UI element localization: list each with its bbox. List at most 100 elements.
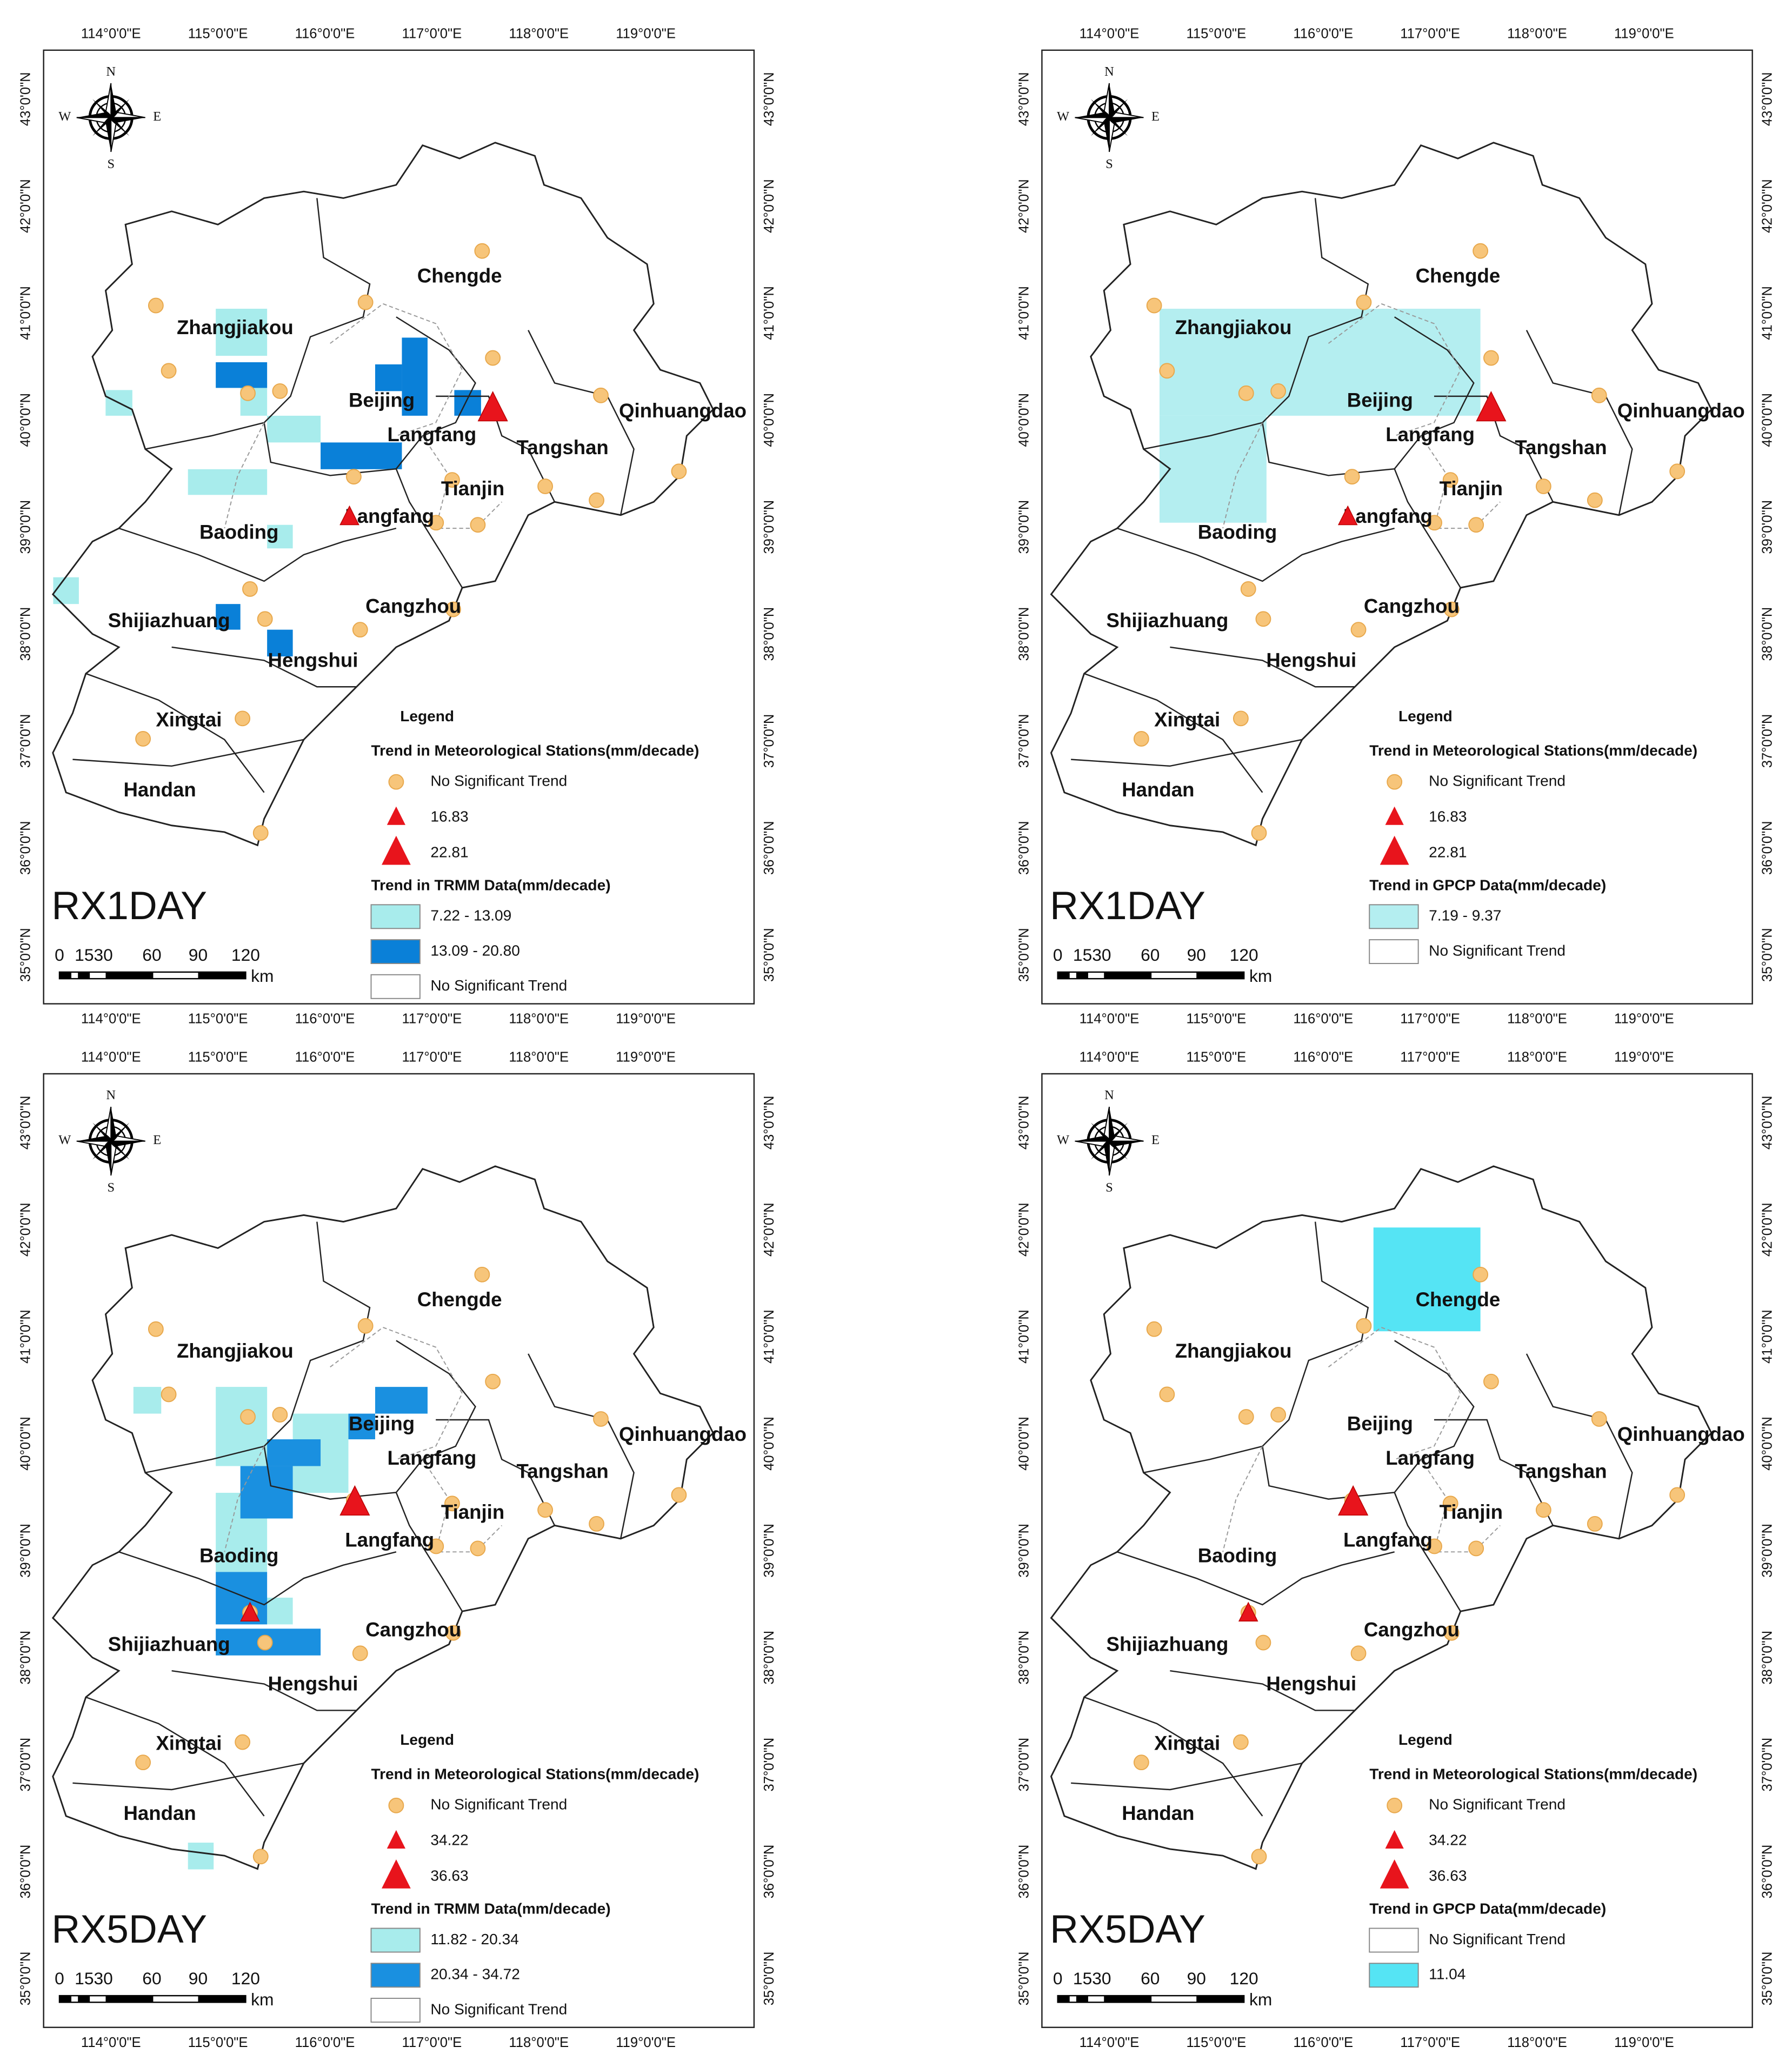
panel-title: RX5DAY — [1050, 1907, 1205, 1951]
grid-cell — [267, 415, 321, 443]
lat-label: 40°0'0"N — [762, 393, 777, 447]
station — [357, 294, 374, 310]
station — [1587, 492, 1603, 508]
lon-label: 118°0'0"E — [509, 26, 569, 41]
station — [240, 1409, 256, 1425]
region-label: Tianjin — [1440, 1501, 1503, 1523]
station — [257, 611, 273, 627]
legend-triangle — [387, 806, 405, 825]
grid-cell — [267, 629, 293, 657]
region-label: Chengde — [417, 1288, 502, 1311]
legend-swatch — [370, 1928, 421, 1953]
scale-label: 120 — [1230, 945, 1258, 965]
grid-cell — [321, 442, 402, 469]
scale-label: 0 — [1053, 945, 1063, 965]
lon-label: 115°0'0"E — [1187, 26, 1247, 41]
scale-segment — [1196, 972, 1244, 979]
station — [470, 517, 486, 533]
legend-station — [1387, 774, 1403, 790]
lon-label: 116°0'0"E — [295, 1049, 355, 1065]
region-label: Hengshui — [268, 1673, 358, 1695]
region-label: Langfang — [1385, 1447, 1475, 1469]
compass-letter: S — [1105, 1180, 1113, 1195]
lat-label: 42°0'0"N — [18, 1202, 34, 1257]
compass-letter: E — [1151, 109, 1160, 124]
grid-cell — [188, 1843, 214, 1870]
lon-label: 114°0'0"E — [81, 26, 141, 41]
lat-label: 42°0'0"N — [1760, 179, 1775, 233]
lon-label: 119°0'0"E — [1614, 1012, 1674, 1027]
region-label: Handan — [123, 1802, 196, 1824]
scale-segment — [198, 972, 246, 979]
region-label: Tianjin — [441, 1501, 504, 1523]
legend-station — [388, 1797, 404, 1813]
compass-letter: S — [107, 1180, 115, 1195]
legend-label: 20.34 - 34.72 — [430, 1966, 519, 1983]
station — [1270, 1407, 1287, 1423]
legend-label: No Significant Trend — [430, 2000, 567, 2017]
legend-triangle — [1380, 835, 1409, 865]
station — [1159, 1386, 1175, 1403]
trend-triangle — [1238, 1601, 1258, 1622]
legend-swatch — [1369, 939, 1419, 965]
lat-label: 41°0'0"N — [1760, 286, 1775, 340]
scale-segment — [1057, 972, 1070, 979]
scale-label: 60 — [1141, 945, 1160, 965]
lat-label: 43°0'0"N — [18, 72, 34, 126]
station — [1356, 294, 1372, 310]
station — [1669, 463, 1686, 480]
scale-label: 90 — [1187, 1969, 1206, 1988]
legend-label: No Significant Trend — [1429, 1931, 1565, 1948]
lon-label: 114°0'0"E — [1080, 1012, 1140, 1027]
lat-label: 37°0'0"N — [1760, 714, 1775, 768]
region-label: Handan — [1122, 1802, 1194, 1824]
region-label: Zhangjiakou — [1175, 1340, 1292, 1362]
grid-cell — [188, 469, 268, 495]
region-label: Shijiazhuang — [108, 609, 230, 632]
lat-label: 43°0'0"N — [1016, 72, 1031, 126]
station — [1468, 517, 1484, 533]
region-label: Langfang — [345, 1528, 434, 1551]
lon-label: 119°0'0"E — [616, 26, 676, 41]
region-label: Tangshan — [517, 1460, 609, 1482]
region-label: Baoding — [199, 1545, 278, 1567]
compass-letter: N — [106, 1088, 116, 1102]
scale-label: 0 — [55, 1969, 64, 1988]
scale-segment — [59, 1996, 71, 2003]
lon-label: 118°0'0"E — [509, 1012, 569, 1027]
station — [1350, 1645, 1367, 1661]
station — [589, 492, 604, 508]
region-label: Xingtai — [1154, 1732, 1220, 1754]
station — [1356, 1318, 1372, 1334]
scale-label: 120 — [1230, 1969, 1258, 1988]
region-label: Cangzhou — [365, 595, 461, 617]
scale-segment — [1104, 1996, 1152, 2003]
region-label: Hengshui — [1266, 1673, 1356, 1695]
station — [1535, 478, 1551, 494]
region-label: Xingtai — [156, 708, 222, 730]
lat-label: 43°0'0"N — [762, 72, 777, 126]
lat-label: 38°0'0"N — [1760, 1631, 1775, 1685]
lon-label: 117°0'0"E — [402, 26, 462, 41]
region-label: Chengde — [1416, 265, 1501, 287]
lat-label: 36°0'0"N — [1016, 821, 1031, 875]
region-label: Xingtai — [156, 1732, 222, 1754]
region-label: Beijing — [1347, 1412, 1413, 1434]
station — [1255, 1634, 1271, 1651]
panel-title: RX1DAY — [51, 883, 207, 928]
compass-letter: S — [1105, 157, 1113, 171]
region-label: Qinhuangdao — [1617, 1423, 1745, 1445]
lat-label: 39°0'0"N — [1760, 500, 1775, 554]
legend-label: 7.22 - 13.09 — [430, 907, 511, 924]
compass-letter: S — [107, 157, 115, 171]
lat-label: 43°0'0"N — [18, 1096, 34, 1150]
station — [1133, 1754, 1149, 1771]
scale-label: 60 — [142, 1969, 161, 1988]
trend-triangle — [1476, 391, 1507, 422]
station — [444, 1496, 460, 1512]
station — [1443, 601, 1460, 617]
scale-segment — [105, 972, 154, 979]
scale-segment — [198, 1996, 246, 2003]
lon-label: 116°0'0"E — [295, 26, 355, 41]
grid-cell — [240, 1466, 293, 1519]
